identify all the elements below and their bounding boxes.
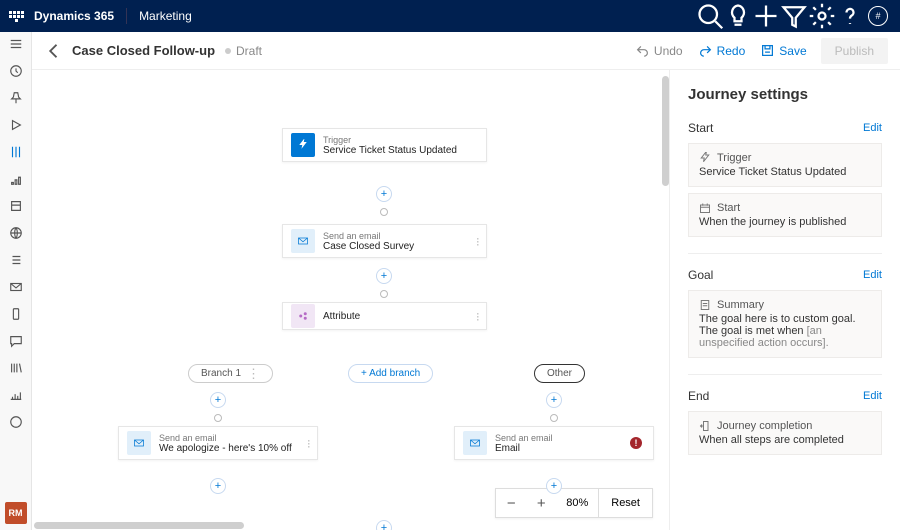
menu-icon[interactable] [8, 36, 24, 52]
lightbulb-icon[interactable] [724, 0, 752, 32]
status-badge: Draft [225, 44, 262, 58]
help-icon[interactable] [836, 0, 864, 32]
email-node-generic[interactable]: Send an emailEmail [454, 426, 654, 460]
branch-menu-icon[interactable]: ⋮ [247, 372, 260, 375]
trigger-icon [291, 133, 315, 157]
connector-dot [380, 290, 388, 298]
add-branch-button[interactable]: + Add branch [348, 364, 433, 383]
trigger-card[interactable]: Trigger Service Ticket Status Updated [688, 143, 882, 187]
area-label: Marketing [139, 9, 192, 23]
email-node-survey[interactable]: Send an emailCase Closed Survey ··· [282, 224, 487, 258]
play-icon[interactable] [8, 117, 24, 133]
email-icon [463, 431, 487, 455]
chat-icon[interactable] [8, 333, 24, 349]
end-card[interactable]: Journey completion When all steps are co… [688, 411, 882, 455]
page-title: Case Closed Follow-up [72, 43, 215, 58]
persona-badge[interactable]: RM [5, 502, 27, 524]
list-icon[interactable] [8, 252, 24, 268]
brand-label: Dynamics 365 [34, 9, 114, 23]
connector-dot [214, 414, 222, 422]
goal-section: GoalEdit Summary The goal here is to cus… [688, 268, 882, 358]
user-avatar[interactable]: # [864, 0, 892, 32]
journey-icon[interactable] [8, 144, 24, 160]
add-step-button[interactable]: + [376, 186, 392, 202]
library-icon[interactable] [8, 360, 24, 376]
settings-icon[interactable] [8, 414, 24, 430]
edit-link[interactable]: Edit [863, 122, 882, 134]
email-icon [291, 229, 315, 253]
add-step-button[interactable]: + [210, 392, 226, 408]
add-step-button[interactable]: + [546, 392, 562, 408]
workspace: Case Closed Follow-up Draft Undo Redo Sa… [32, 32, 900, 530]
email-node-apology[interactable]: Send an emailWe apologize - here's 10% o… [118, 426, 318, 460]
gear-icon[interactable] [808, 0, 836, 32]
globe-icon[interactable] [8, 225, 24, 241]
zoom-out-button[interactable]: − [496, 489, 526, 517]
node-menu-icon[interactable]: ··· [476, 312, 480, 321]
email-icon[interactable] [8, 279, 24, 295]
pinned-icon[interactable] [8, 90, 24, 106]
start-section: StartEdit Trigger Service Ticket Status … [688, 121, 882, 237]
zoom-reset-button[interactable]: Reset [598, 489, 652, 517]
recent-icon[interactable] [8, 63, 24, 79]
goal-card[interactable]: Summary The goal here is to custom goal.… [688, 290, 882, 358]
attribute-node[interactable]: Attribute ··· [282, 302, 487, 330]
email-icon [127, 431, 151, 455]
back-button[interactable] [44, 41, 64, 61]
undo-button[interactable]: Undo [628, 38, 691, 64]
add-step-button[interactable]: + [546, 478, 562, 494]
publish-button[interactable]: Publish [821, 38, 888, 64]
forms-icon[interactable] [8, 198, 24, 214]
node-menu-icon[interactable]: ··· [476, 237, 480, 246]
filter-icon[interactable] [780, 0, 808, 32]
journey-canvas[interactable]: TriggerService Ticket Status Updated + S… [32, 70, 670, 530]
panel-title: Journey settings [688, 86, 882, 103]
left-nav-rail: RM [0, 32, 32, 530]
segments-icon[interactable] [8, 171, 24, 187]
save-button[interactable]: Save [753, 38, 814, 64]
add-step-button[interactable]: + [210, 478, 226, 494]
attribute-icon [291, 304, 315, 328]
global-navbar: Dynamics 365 Marketing # [0, 0, 900, 32]
app-launcher-icon[interactable] [8, 8, 24, 24]
analytics-icon[interactable] [8, 387, 24, 403]
trigger-node[interactable]: TriggerService Ticket Status Updated [282, 128, 487, 162]
page-header: Case Closed Follow-up Draft Undo Redo Sa… [32, 32, 900, 70]
node-menu-icon[interactable]: ··· [307, 439, 311, 448]
start-card[interactable]: Start When the journey is published [688, 193, 882, 237]
branch-pill-other[interactable]: Other [534, 364, 585, 383]
divider [126, 8, 127, 24]
redo-button[interactable]: Redo [691, 38, 754, 64]
zoom-control: − + 80% Reset [495, 488, 653, 518]
zoom-value: 80% [556, 497, 598, 509]
branch-pill[interactable]: Branch 1⋮ [188, 364, 273, 383]
edit-link[interactable]: Edit [863, 269, 882, 281]
settings-panel: Journey settings StartEdit Trigger Servi… [670, 70, 900, 530]
error-badge-icon[interactable]: ! [630, 437, 642, 449]
device-icon[interactable] [8, 306, 24, 322]
bottom-scrollbar[interactable] [32, 522, 900, 530]
connector-dot [380, 208, 388, 216]
connector-dot [550, 414, 558, 422]
canvas-scrollbar[interactable] [662, 76, 669, 524]
edit-link[interactable]: Edit [863, 390, 882, 402]
add-icon[interactable] [752, 0, 780, 32]
add-step-button[interactable]: + [376, 520, 392, 530]
end-section: EndEdit Journey completion When all step… [688, 389, 882, 455]
add-step-button[interactable]: + [376, 268, 392, 284]
search-icon[interactable] [696, 0, 724, 32]
